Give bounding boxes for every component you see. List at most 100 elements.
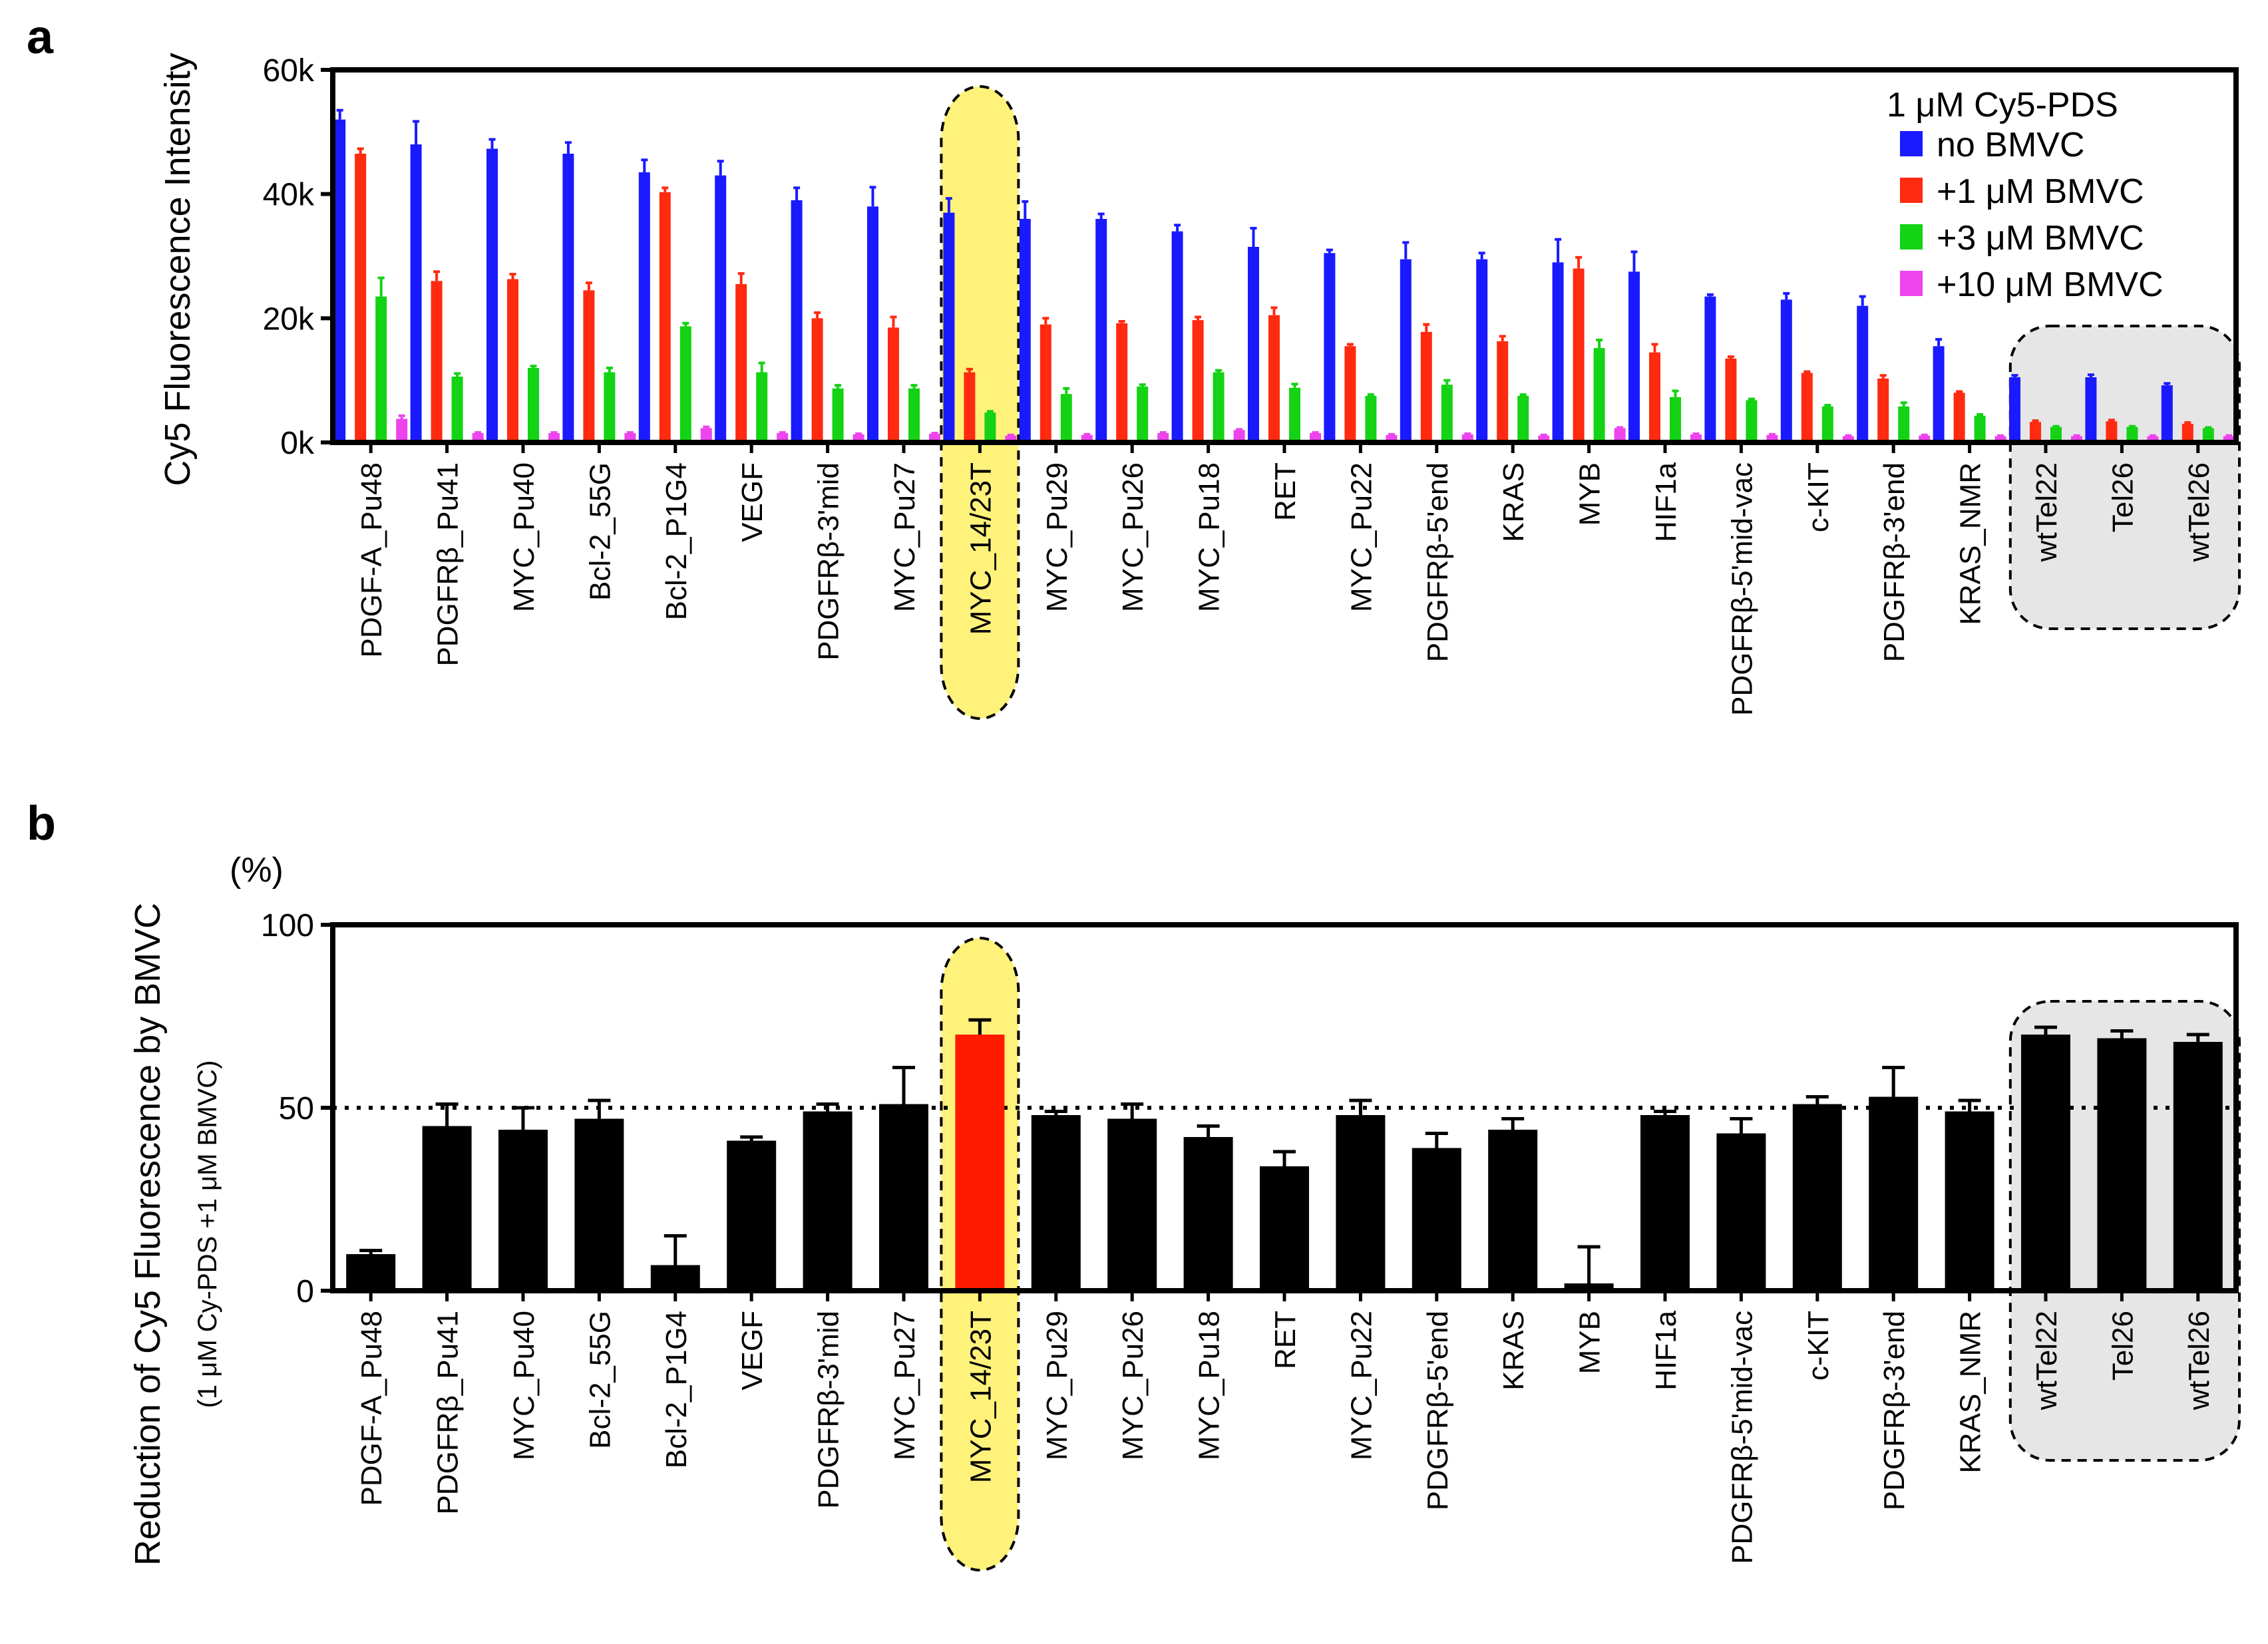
bar-3-m-bmvc-pdgfr-pu41 xyxy=(451,377,463,442)
x-label-myb: MYB xyxy=(1574,462,1606,526)
x-label-hif1a: HIF1a xyxy=(1650,462,1682,542)
bar-no-bmvc-pdgfr-pu41 xyxy=(410,144,422,442)
x-label-myc-pu22: MYC_Pu22 xyxy=(1345,1311,1378,1460)
bar-no-bmvc-myc-pu18 xyxy=(1171,231,1183,442)
bar-10-m-bmvc-bcl-2-p1g4 xyxy=(700,428,712,442)
bar-10-m-bmvc-pdgf-a-pu48 xyxy=(396,418,408,442)
bar-1-m-bmvc-myc-pu18 xyxy=(1192,320,1204,442)
panel-a-legend: 1 μM Cy5-PDS no BMVC +1 μM BMVC +3 μM BMVC… xyxy=(1887,86,2164,304)
bar-no-bmvc-myc-pu26 xyxy=(1095,219,1107,442)
bar-3-m-bmvc-bcl-2-55g xyxy=(604,372,616,442)
bar-10-m-bmvc-tel26 xyxy=(2147,436,2159,442)
bar-no-bmvc-myb xyxy=(1552,262,1564,442)
bar-hif1a xyxy=(1640,1115,1690,1291)
bar-1-m-bmvc-myc-pu29 xyxy=(1040,324,1051,442)
bar-1-m-bmvc-pdgfr-5-end xyxy=(1420,331,1432,442)
bar-no-bmvc-pdgf-a-pu48 xyxy=(334,119,346,442)
bar-3-m-bmvc-kras-nmr xyxy=(1974,415,1986,442)
legend-label-3-m-bmvc: +3 μM BMVC xyxy=(1937,219,2144,257)
x-label-pdgfr-3-mid: PDGFRβ-3'mid xyxy=(813,462,845,661)
x-label-myc-pu40: MYC_Pu40 xyxy=(508,1311,540,1460)
y-tick-label: 0 xyxy=(296,1274,314,1309)
x-label-pdgf-a-pu48: PDGF-A_Pu48 xyxy=(355,462,388,657)
bar-3-m-bmvc-pdgfr-3-end xyxy=(1898,406,1910,442)
y-tick-label: 0k xyxy=(280,426,315,461)
bar-10-m-bmvc-myc-14-23t xyxy=(1005,435,1017,442)
x-label-bcl-2-p1g4: Bcl-2_P1G4 xyxy=(660,1311,693,1468)
x-label-tel26: Tel26 xyxy=(2106,1311,2139,1381)
bar-10-m-bmvc-c-kit xyxy=(1842,436,1854,442)
bar-3-m-bmvc-tel26 xyxy=(2126,426,2138,442)
bar-1-m-bmvc-pdgfr-3-mid xyxy=(811,318,823,442)
bar-no-bmvc-ret xyxy=(1248,247,1259,442)
panel-a-chart: 0k 20k 40k 60k PDGF-A_Pu48 PDGFRβ_Pu41 MYC_Pu… xyxy=(158,53,2241,720)
panel-b-letter: b xyxy=(27,797,56,850)
bar-3-m-bmvc-bcl-2-p1g4 xyxy=(679,326,691,442)
bar-1-m-bmvc-kras-nmr xyxy=(1953,393,1965,442)
bar-kras xyxy=(1488,1130,1538,1291)
bar-3-m-bmvc-myc-pu18 xyxy=(1213,372,1225,442)
bar-1-m-bmvc-myc-pu27 xyxy=(888,327,899,442)
panel-a-letter: a xyxy=(27,11,54,64)
x-label-hif1a: HIF1a xyxy=(1650,1310,1682,1390)
bar-3-m-bmvc-myc-14-23t xyxy=(984,412,996,442)
bar-pdgfr-5-end xyxy=(1412,1148,1461,1291)
bar-3-m-bmvc-myc-pu22 xyxy=(1365,396,1377,442)
bar-tel26 xyxy=(2097,1038,2147,1291)
x-label-c-kit: c-KIT xyxy=(1802,1311,1835,1381)
bar-no-bmvc-bcl-2-55g xyxy=(562,154,574,442)
bar-10-m-bmvc-myc-pu29 xyxy=(1081,434,1093,442)
bar-3-m-bmvc-pdgfr-5-end xyxy=(1441,385,1453,442)
bar-10-m-bmvc-wttel26 xyxy=(2223,436,2235,442)
x-label-vegf: VEGF xyxy=(736,462,769,542)
legend-swatch-no-bmvc xyxy=(1900,131,1923,156)
x-label-myc-pu27: MYC_Pu27 xyxy=(888,462,921,612)
bar-no-bmvc-wttel22 xyxy=(2009,377,2020,442)
x-label-pdgfr-3-end: PDGFRβ-3'end xyxy=(1878,462,1911,662)
x-label-kras: KRAS xyxy=(1497,462,1530,542)
x-label-pdgfr-5-end: PDGFRβ-5'end xyxy=(1421,1311,1454,1510)
bar-c-kit xyxy=(1792,1104,1842,1291)
panel-b-chart: 0 50 100 PDGF-A_Pu48 PDGFRβ_Pu41 MYC_Pu40 Bcl… xyxy=(128,851,2241,1571)
x-label-myc-pu22: MYC_Pu22 xyxy=(1345,462,1378,612)
bar-no-bmvc-myc-14-23t xyxy=(943,212,955,442)
bar-myb xyxy=(1564,1283,1614,1291)
x-label-kras: KRAS xyxy=(1497,1311,1530,1391)
bar-1-m-bmvc-tel26 xyxy=(2106,421,2118,442)
bar-1-m-bmvc-ret xyxy=(1268,315,1280,442)
bar-1-m-bmvc-kras xyxy=(1497,341,1509,442)
x-label-myc-pu26: MYC_Pu26 xyxy=(1117,462,1149,612)
bar-1-m-bmvc-wttel22 xyxy=(2030,422,2041,442)
bar-1-m-bmvc-myc-pu26 xyxy=(1116,323,1128,442)
x-label-bcl-2-55g: Bcl-2_55G xyxy=(584,1311,616,1449)
bar-myc-pu18 xyxy=(1183,1137,1233,1291)
y-tick-label: 60k xyxy=(263,53,315,88)
bar-myc-pu29 xyxy=(1031,1115,1081,1291)
x-label-pdgfr-pu41: PDGFRβ_Pu41 xyxy=(432,1311,465,1515)
bar-myc-pu26 xyxy=(1107,1118,1157,1291)
series-1-m-bmvc xyxy=(355,147,2193,442)
x-label-pdgf-a-pu48: PDGF-A_Pu48 xyxy=(355,1311,388,1506)
bar-1-m-bmvc-wttel26 xyxy=(2181,424,2193,442)
bar-3-m-bmvc-myc-pu40 xyxy=(528,368,539,442)
bar-no-bmvc-wttel26 xyxy=(2161,385,2173,442)
bar-myc-14-23t xyxy=(955,1035,1005,1291)
bar-no-bmvc-c-kit xyxy=(1780,299,1792,442)
bar-1-m-bmvc-pdgf-a-pu48 xyxy=(355,154,367,442)
bar-myc-pu27 xyxy=(879,1104,928,1291)
bar-3-m-bmvc-myc-pu26 xyxy=(1137,387,1149,442)
bar-1-m-bmvc-myb xyxy=(1573,268,1585,442)
bar-3-m-bmvc-c-kit xyxy=(1821,406,1833,442)
x-label-myc-pu18: MYC_Pu18 xyxy=(1193,462,1226,612)
bar-3-m-bmvc-myb xyxy=(1593,348,1605,442)
bar-no-bmvc-kras-nmr xyxy=(1933,346,1945,442)
bar-3-m-bmvc-pdgf-a-pu48 xyxy=(375,296,387,442)
bar-1-m-bmvc-hif1a xyxy=(1649,352,1660,442)
bar-no-bmvc-vegf xyxy=(715,175,727,442)
legend-title: 1 μM Cy5-PDS xyxy=(1887,86,2118,124)
panel-a-y-ticks: 0k 20k 40k 60k xyxy=(263,53,333,461)
x-label-pdgfr-5-mid-vac: PDGFRβ-5'mid-vac xyxy=(1726,462,1758,716)
bar-3-m-bmvc-pdgfr-5-mid-vac xyxy=(1746,400,1758,442)
bar-wttel26 xyxy=(2173,1042,2223,1291)
